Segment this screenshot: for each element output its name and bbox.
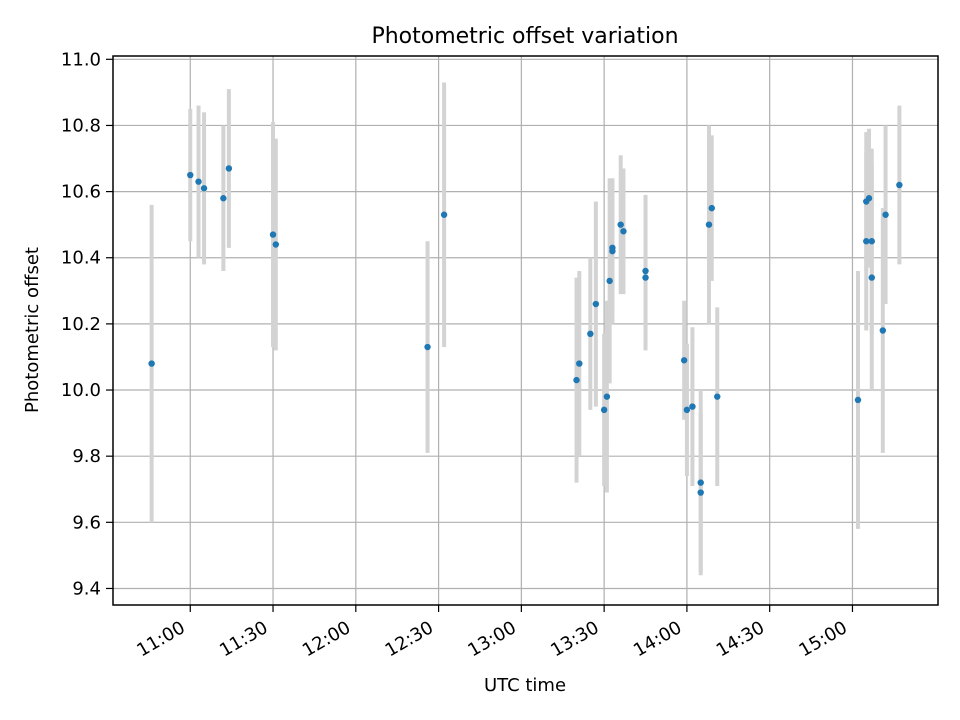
data-point — [573, 376, 580, 384]
data-point — [200, 185, 208, 192]
x-tick-label: 15:00 — [796, 617, 851, 661]
data-point — [680, 357, 688, 364]
x-tick-label: 11:00 — [133, 617, 188, 661]
data-point — [868, 274, 875, 281]
y-tick-label: 9.4 — [72, 578, 101, 599]
data-point — [195, 178, 202, 185]
data-point — [705, 221, 713, 228]
x-tick-label: 13:30 — [547, 617, 602, 661]
x-tick-label: 13:00 — [464, 617, 519, 661]
error-bars — [149, 82, 902, 576]
y-tick-label: 10.2 — [61, 314, 101, 335]
data-point — [609, 244, 616, 252]
y-tick-label: 9.8 — [72, 446, 101, 467]
x-tick-label: 14:30 — [713, 617, 768, 661]
plot-frame — [112, 55, 939, 606]
data-point — [689, 403, 696, 410]
data-point — [714, 393, 721, 400]
x-axis-ticks: 11:00 11:30 12:00 12:30 13:00 13:30 14:00 14:30… — [133, 605, 854, 661]
data-point — [882, 211, 889, 218]
data-point — [865, 195, 873, 202]
data-point — [269, 231, 277, 238]
data-point — [148, 360, 155, 367]
data-point — [708, 204, 715, 212]
data-point — [592, 300, 600, 308]
y-axis-ticks: 9.4 9.6 9.8 10.0 10.2 10.4 10.6 10.8 11.0 — [61, 49, 113, 599]
data-point — [603, 393, 611, 400]
data-points — [148, 165, 903, 496]
data-point — [617, 221, 624, 228]
data-point — [697, 489, 704, 496]
y-tick-label: 11.0 — [61, 49, 101, 70]
x-tick-label: 12:00 — [299, 617, 354, 661]
y-tick-label: 10.4 — [61, 248, 101, 269]
data-point — [225, 165, 233, 172]
data-point — [863, 238, 870, 245]
data-point — [642, 267, 649, 275]
data-point — [854, 396, 862, 404]
x-tick-label: 12:30 — [382, 617, 437, 661]
data-point — [697, 479, 704, 486]
grid-lines — [113, 56, 938, 605]
x-tick-label: 14:00 — [630, 617, 685, 661]
data-point — [576, 360, 583, 367]
chart-title: Photometric offset variation — [371, 24, 678, 49]
y-tick-label: 10.8 — [61, 115, 101, 136]
data-point — [424, 343, 431, 351]
data-point — [896, 181, 903, 189]
data-point — [683, 406, 691, 414]
data-point — [220, 195, 227, 202]
y-axis-title: Photometric offset — [22, 247, 43, 413]
data-point — [440, 211, 448, 218]
y-tick-label: 10.0 — [61, 380, 101, 401]
data-point — [272, 241, 279, 248]
data-point — [879, 327, 887, 334]
data-point — [620, 228, 627, 235]
data-point — [187, 171, 194, 179]
data-point — [606, 277, 613, 285]
y-tick-label: 10.6 — [61, 182, 101, 203]
x-tick-label: 11:30 — [216, 617, 271, 661]
data-point — [642, 274, 649, 281]
data-point — [587, 330, 594, 338]
data-point — [868, 238, 875, 245]
x-axis-title: UTC time — [484, 675, 566, 696]
data-point — [600, 406, 608, 414]
y-tick-label: 9.6 — [72, 512, 101, 533]
